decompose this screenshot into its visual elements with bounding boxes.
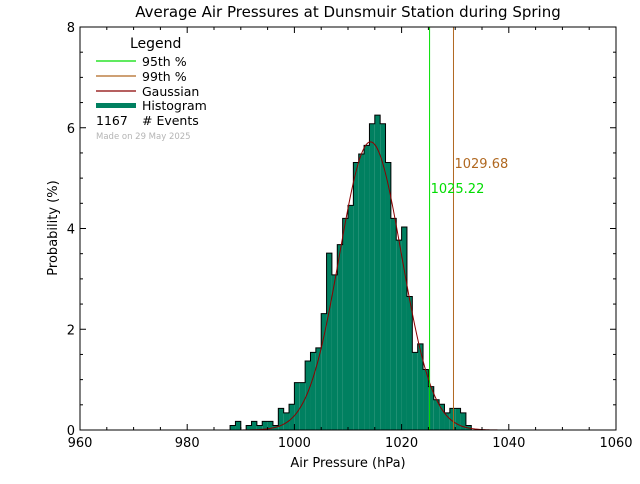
p99-value-label: 1029.68 (454, 157, 508, 172)
histogram-bar (358, 153, 365, 430)
histogram-bar (390, 218, 397, 430)
histogram-bar (315, 347, 322, 430)
legend-histogram-swatch (96, 103, 136, 108)
histogram-bar (310, 352, 316, 430)
x-tick-label: 1040 (492, 436, 525, 451)
histogram-bar (396, 240, 402, 430)
histogram-bar (423, 369, 429, 430)
y-tick-label: 6 (67, 122, 75, 137)
histogram-bar (353, 162, 359, 431)
legend-events-label: # Events (142, 113, 199, 128)
histogram-bar (294, 382, 300, 430)
legend-p99-label: 99th % (142, 69, 187, 84)
y-tick-label: 0 (67, 424, 75, 439)
y-axis-ticks: 0 2 4 6 8 (67, 21, 616, 439)
histogram-bar (262, 421, 268, 430)
histogram-bar (417, 343, 424, 430)
histogram-outline (229, 114, 472, 431)
histogram-bar (364, 145, 370, 430)
histogram-bar (235, 421, 241, 430)
histogram-bar (289, 404, 295, 430)
legend-histogram-label: Histogram (142, 98, 207, 113)
histogram-bar (256, 425, 263, 430)
histogram-bar (348, 205, 354, 430)
histogram-bar (406, 296, 413, 430)
x-tick-label: 1000 (278, 436, 311, 451)
legend-gaussian-label: Gaussian (142, 84, 199, 99)
histogram-bar (342, 218, 348, 430)
histogram-bar (299, 382, 306, 430)
histogram-bar (251, 421, 257, 430)
histogram-bar (331, 274, 338, 430)
y-tick-label: 4 (67, 223, 75, 238)
histogram-bar (326, 253, 332, 430)
p95-value-label: 1025.22 (431, 182, 485, 197)
x-tick-label: 1020 (385, 436, 418, 451)
histogram-bar (385, 162, 391, 431)
histogram-bar (369, 123, 375, 430)
histogram-bar (455, 408, 461, 430)
histogram-bar (374, 115, 381, 430)
histogram-bar (305, 360, 311, 430)
x-axis-label: Air Pressure (hPa) (290, 456, 405, 471)
chart-title: Average Air Pressures at Dunsmuir Statio… (135, 3, 560, 21)
histogram-bar (337, 244, 343, 430)
histogram-bar (230, 425, 236, 430)
legend: Legend 95th % 99th % Gaussian Histogram … (96, 36, 207, 142)
y-axis-label: Probability (%) (46, 180, 61, 275)
histogram-bar (449, 408, 456, 430)
histogram-bar (428, 386, 434, 430)
histogram-bar (460, 412, 466, 430)
x-tick-label: 980 (175, 436, 200, 451)
x-tick-label: 1060 (599, 436, 632, 451)
histogram-bar (380, 123, 386, 430)
histogram-bar (283, 412, 290, 430)
histogram-bar (267, 421, 273, 430)
x-tick-label: 960 (68, 436, 93, 451)
x-axis-ticks: 960 980 1000 1020 1040 1060 (68, 27, 633, 451)
histogram-bar (246, 425, 252, 430)
y-tick-label: 2 (67, 323, 75, 338)
histogram-bar (444, 412, 450, 430)
histogram-bar (321, 313, 327, 430)
legend-events-count: 1167 (96, 113, 128, 128)
made-on-note: Made on 29 May 2025 (96, 132, 191, 142)
histogram-bar (433, 399, 440, 430)
legend-title: Legend (130, 36, 181, 52)
legend-p95-label: 95th % (142, 54, 187, 69)
histogram-bar (439, 404, 445, 430)
histogram-bar (412, 352, 418, 430)
y-tick-label: 8 (67, 21, 75, 36)
histogram-bars (230, 115, 472, 431)
histogram-bar (278, 408, 284, 430)
histogram-bar (401, 226, 407, 430)
